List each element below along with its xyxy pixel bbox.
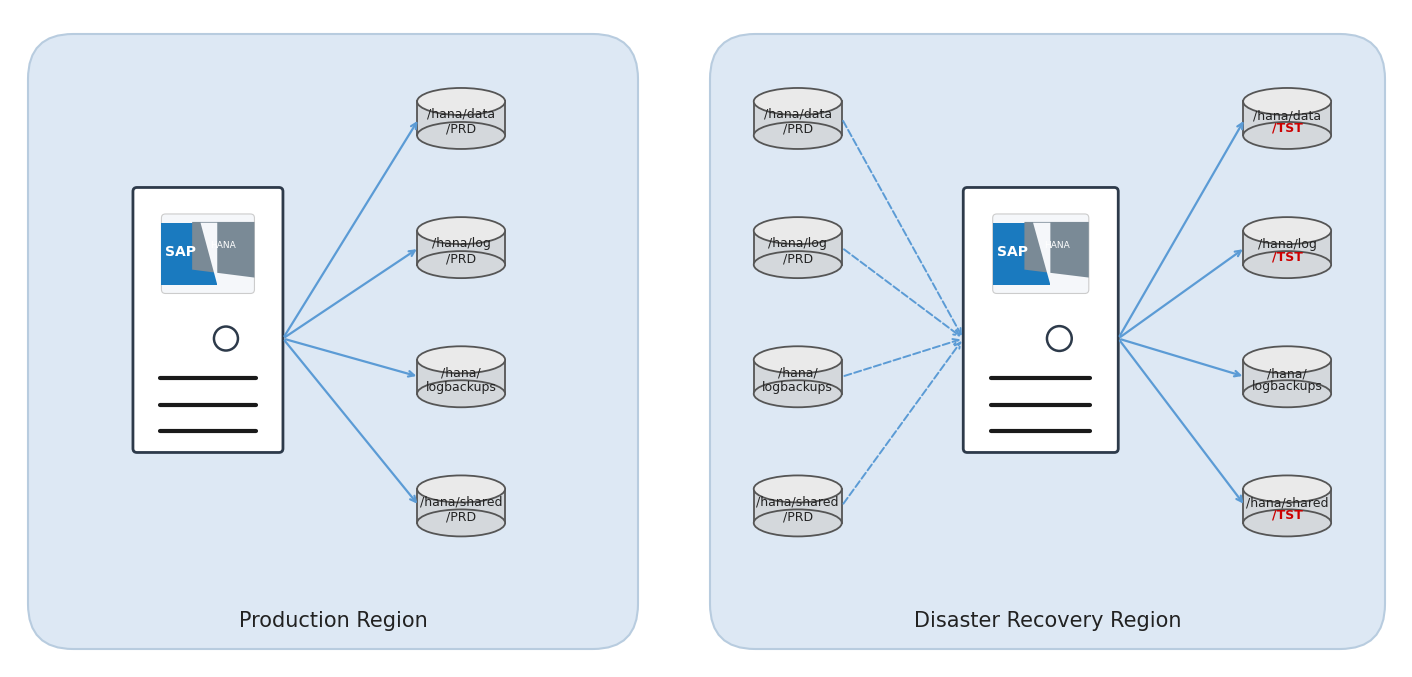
Polygon shape	[754, 231, 842, 265]
Polygon shape	[417, 102, 505, 135]
Text: /hana/shared: /hana/shared	[1245, 497, 1329, 510]
Polygon shape	[161, 223, 217, 285]
Ellipse shape	[754, 88, 842, 115]
Ellipse shape	[1243, 509, 1332, 536]
Polygon shape	[417, 359, 505, 394]
Ellipse shape	[417, 509, 505, 536]
Polygon shape	[754, 102, 842, 135]
Ellipse shape	[754, 346, 842, 373]
Ellipse shape	[417, 88, 505, 115]
Text: /TST: /TST	[1272, 121, 1302, 135]
Text: /TST: /TST	[1272, 250, 1302, 263]
Polygon shape	[1243, 102, 1332, 135]
Text: /hana/shared
/PRD: /hana/shared /PRD	[757, 496, 839, 523]
FancyBboxPatch shape	[993, 214, 1089, 293]
Text: logbackups: logbackups	[1251, 380, 1323, 393]
FancyBboxPatch shape	[28, 34, 638, 649]
Text: /hana/data
/PRD: /hana/data /PRD	[426, 108, 496, 136]
Ellipse shape	[754, 380, 842, 408]
Ellipse shape	[754, 475, 842, 502]
Polygon shape	[201, 223, 217, 285]
Ellipse shape	[1243, 475, 1332, 502]
Ellipse shape	[754, 217, 842, 244]
Text: HANA: HANA	[210, 241, 236, 250]
Ellipse shape	[1243, 251, 1332, 278]
FancyBboxPatch shape	[161, 214, 254, 293]
Ellipse shape	[754, 251, 842, 278]
Text: SAP: SAP	[165, 246, 196, 259]
Circle shape	[1046, 326, 1072, 351]
Text: /hana/
logbackups: /hana/ logbackups	[762, 366, 833, 394]
Polygon shape	[417, 231, 505, 265]
Ellipse shape	[1243, 380, 1332, 408]
Polygon shape	[1034, 223, 1051, 285]
Ellipse shape	[417, 122, 505, 149]
Text: /hana/: /hana/	[1267, 368, 1308, 380]
Text: /TST: /TST	[1272, 509, 1302, 522]
Text: /hana/
logbackups: /hana/ logbackups	[425, 366, 497, 394]
FancyBboxPatch shape	[710, 34, 1385, 649]
Text: Production Region: Production Region	[239, 611, 428, 631]
Polygon shape	[1243, 489, 1332, 523]
Text: Disaster Recovery Region: Disaster Recovery Region	[914, 611, 1182, 631]
Ellipse shape	[417, 217, 505, 244]
Polygon shape	[1243, 359, 1332, 394]
Ellipse shape	[754, 509, 842, 536]
Ellipse shape	[1243, 122, 1332, 149]
FancyBboxPatch shape	[133, 188, 282, 452]
Polygon shape	[754, 359, 842, 394]
Ellipse shape	[1243, 217, 1332, 244]
Text: /hana/shared
/PRD: /hana/shared /PRD	[419, 496, 503, 523]
FancyBboxPatch shape	[963, 188, 1118, 452]
Polygon shape	[754, 489, 842, 523]
Circle shape	[215, 326, 239, 351]
Polygon shape	[1243, 231, 1332, 265]
Ellipse shape	[417, 251, 505, 278]
Ellipse shape	[754, 122, 842, 149]
Ellipse shape	[417, 346, 505, 373]
Ellipse shape	[1243, 346, 1332, 373]
Polygon shape	[192, 222, 254, 278]
Text: /hana/log: /hana/log	[1258, 238, 1316, 251]
Polygon shape	[1025, 222, 1089, 278]
Text: HANA: HANA	[1043, 241, 1069, 250]
Text: SAP: SAP	[997, 246, 1028, 259]
Polygon shape	[993, 223, 1051, 285]
Text: /hana/log
/PRD: /hana/log /PRD	[432, 237, 490, 265]
Polygon shape	[417, 489, 505, 523]
Text: /hana/log
/PRD: /hana/log /PRD	[768, 237, 827, 265]
Text: /hana/data: /hana/data	[1252, 109, 1322, 123]
Ellipse shape	[1243, 88, 1332, 115]
Ellipse shape	[417, 475, 505, 502]
Ellipse shape	[417, 380, 505, 408]
Text: /hana/data
/PRD: /hana/data /PRD	[764, 108, 832, 136]
